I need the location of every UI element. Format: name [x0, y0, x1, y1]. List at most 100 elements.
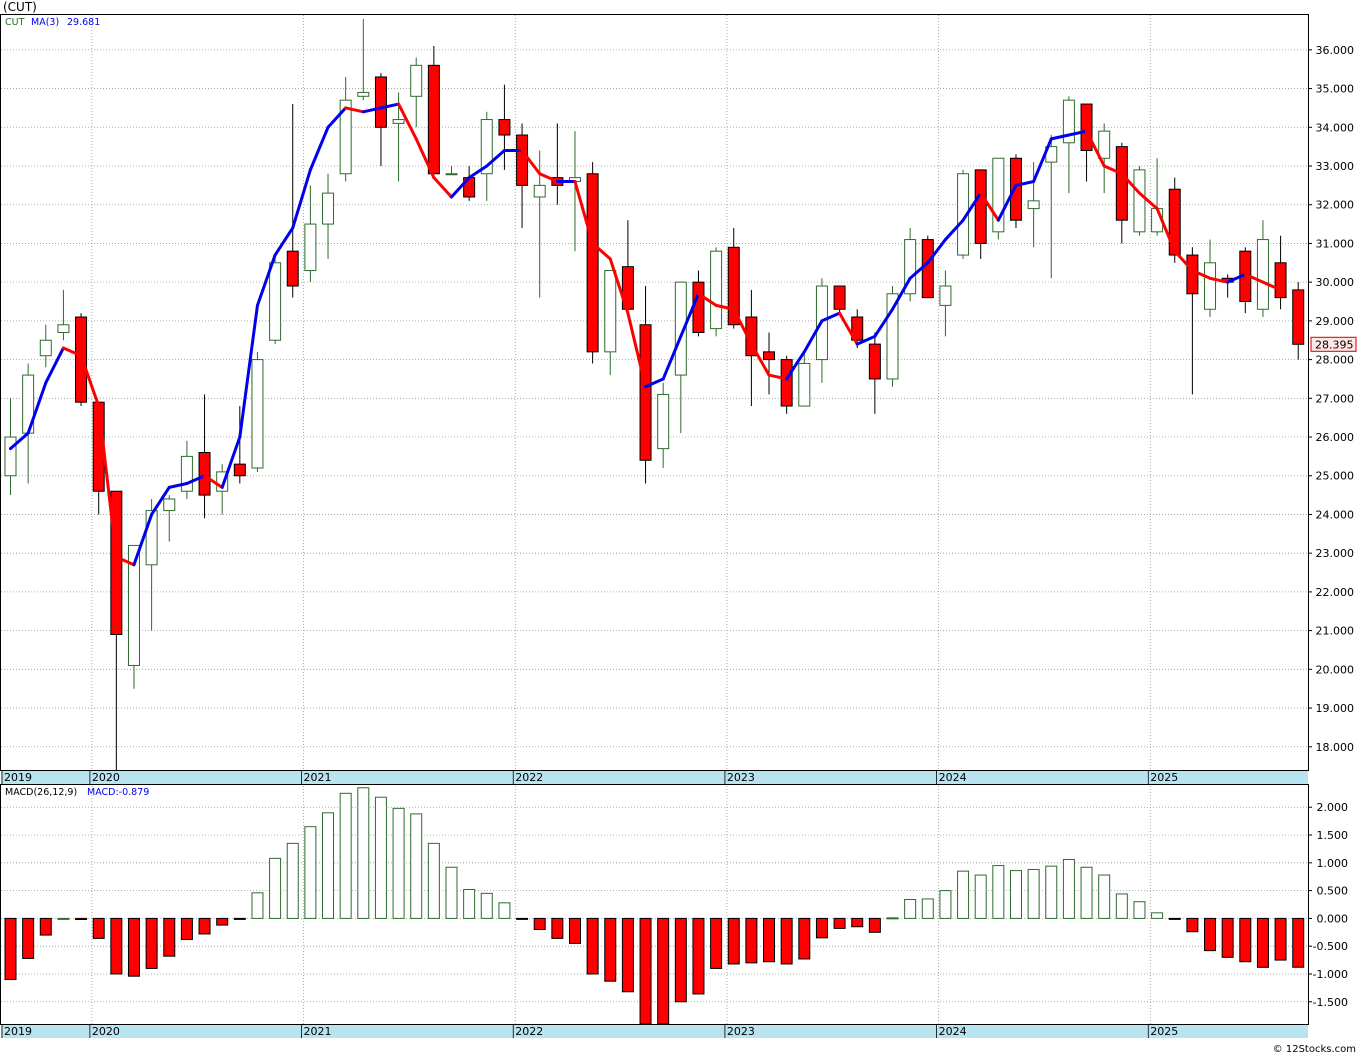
macd-bar	[692, 917, 705, 995]
price-tick-label: 19.000	[1316, 702, 1355, 715]
ma-segment	[891, 276, 912, 311]
candle-body	[445, 173, 458, 176]
price-tick-label: 29.000	[1316, 315, 1355, 328]
candle	[357, 18, 370, 101]
macd-x-axis-band	[1, 1025, 1308, 1038]
candle	[410, 57, 423, 128]
macd-bar	[251, 892, 264, 919]
price-tick-label: 22.000	[1316, 586, 1355, 599]
macd-bar	[621, 917, 634, 993]
macd-bar	[957, 870, 970, 919]
price-tick-label: 30.000	[1316, 276, 1355, 289]
candle	[1009, 154, 1022, 228]
ma-segment	[1243, 272, 1265, 284]
macd-bar	[780, 917, 793, 965]
macd-bar	[939, 890, 952, 919]
macd-bar	[4, 917, 17, 981]
macd-bar	[657, 917, 670, 1025]
price-axis: 18.000 19.000 20.000 21.000 22.000 23.000 24.0…	[1308, 44, 1354, 754]
ma-segment	[185, 474, 207, 485]
macd-tick-label: -1.500	[1313, 996, 1348, 1009]
macd-bar	[216, 917, 229, 926]
macd-bar	[1133, 901, 1146, 919]
macd-bar	[39, 917, 52, 936]
candle-body	[127, 544, 140, 666]
ma-segment	[961, 191, 983, 222]
ma-segment	[520, 149, 542, 176]
ma-segment	[238, 303, 259, 439]
ma-segment	[1014, 179, 1036, 187]
macd-bar	[1168, 917, 1181, 920]
candle-body	[1168, 188, 1181, 256]
macd-year-label: 2022	[515, 1025, 543, 1038]
macd-bar	[974, 874, 987, 919]
price-tick-label: 23.000	[1316, 547, 1355, 560]
price-panel-frame	[0, 14, 1309, 771]
ma-segment	[679, 292, 700, 338]
candle-body	[1204, 262, 1217, 310]
ma-segment	[1261, 280, 1283, 292]
candle	[304, 185, 317, 283]
macd-bar	[374, 796, 387, 919]
candle-body	[198, 452, 211, 496]
price-year-label: 2020	[92, 771, 120, 784]
price-tick-label: 36.000	[1316, 44, 1355, 57]
candle	[992, 157, 1005, 240]
candle-body	[480, 119, 493, 175]
ma-segment	[132, 512, 154, 567]
ma-segment	[943, 218, 965, 242]
candle	[498, 84, 511, 170]
ma-segment	[626, 311, 648, 389]
macd-bar	[921, 898, 934, 919]
macd-bar	[586, 917, 599, 975]
macd-year-label: 2024	[939, 1025, 967, 1038]
ma-segment	[873, 307, 894, 338]
price-year-labels: 2019 2020 2021 2022 2023 2024 2025	[1, 771, 1178, 784]
macd-bar	[568, 917, 581, 944]
candle-body	[851, 316, 864, 341]
ma-segment	[926, 238, 947, 265]
candle	[427, 45, 440, 175]
macd-bar	[322, 812, 335, 919]
macd-bar	[180, 917, 193, 941]
macd-bar	[516, 917, 529, 920]
ma-segment	[785, 350, 806, 381]
legend-symbol: CUT	[5, 17, 25, 28]
ma-segment	[1137, 191, 1159, 211]
candle	[939, 270, 952, 337]
macd-bar	[1062, 858, 1075, 919]
candle	[480, 111, 493, 201]
macd-bar	[410, 813, 423, 919]
ma-segment	[591, 241, 612, 261]
price-year-label: 2021	[304, 771, 332, 784]
ma-segment	[538, 172, 559, 183]
candle-body	[304, 223, 317, 272]
candle-body	[1062, 99, 1075, 144]
candle-body	[1080, 103, 1093, 152]
macd-bar	[815, 917, 828, 939]
price-tick-label: 31.000	[1316, 237, 1355, 250]
macd-bar	[304, 826, 317, 919]
macd-bar	[463, 888, 476, 919]
macd-bar	[710, 917, 723, 969]
candle-body	[392, 119, 405, 124]
ma-segment	[1120, 172, 1141, 195]
price-tick-label: 34.000	[1316, 121, 1355, 134]
legend-ma-name: MA(3)	[31, 17, 59, 28]
candle-body	[286, 250, 299, 287]
macd-bar	[763, 917, 776, 963]
macd-year-label: 2025	[1150, 1025, 1178, 1038]
ma-segment	[1085, 129, 1106, 168]
candle	[251, 351, 264, 472]
macd-bar	[1151, 912, 1164, 919]
ma-segment	[979, 191, 1000, 222]
candle	[216, 464, 229, 515]
candle-body	[992, 157, 1005, 233]
candle	[445, 166, 458, 176]
ma-segment	[1032, 137, 1053, 183]
macd-bar	[233, 917, 246, 920]
macd-tick-label: 0.000	[1317, 912, 1349, 925]
ma-segment	[220, 435, 242, 489]
candle-body	[674, 281, 687, 376]
candle	[798, 351, 811, 407]
